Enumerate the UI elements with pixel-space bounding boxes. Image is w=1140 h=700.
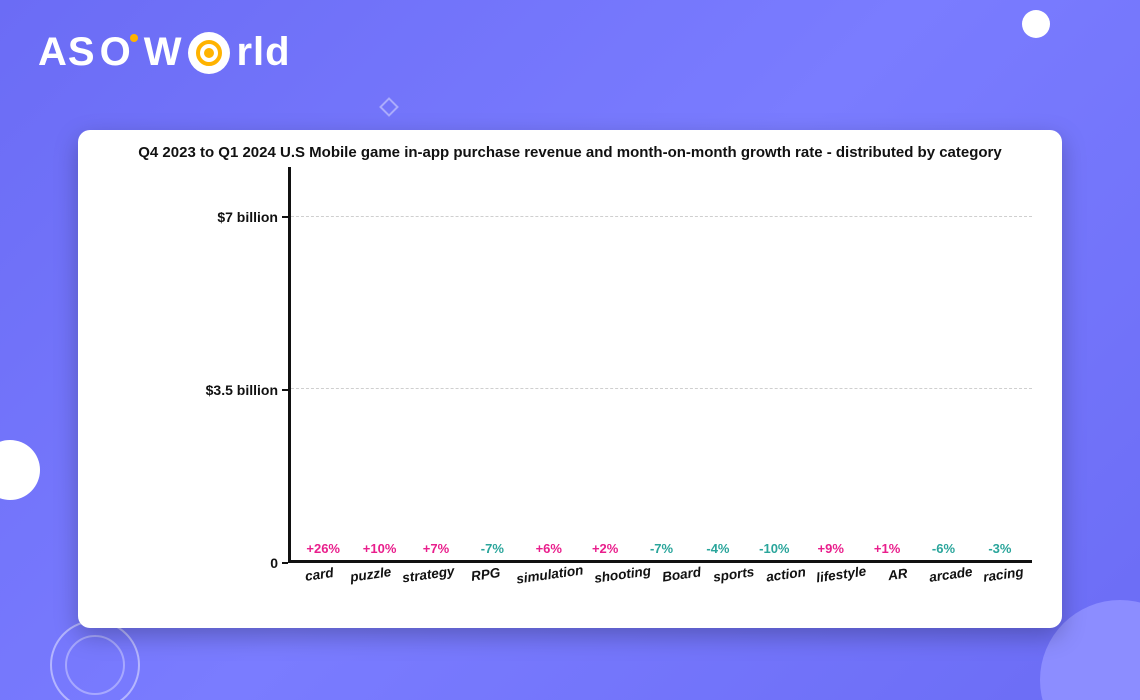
bar-slot: -6% <box>920 541 966 560</box>
bar-slot: +1% <box>864 541 910 560</box>
y-tick-label: 0 <box>270 555 278 571</box>
plot: +26% +10% +7% -7% +6% +2% -7% -4% -10% +9% +1% -6% -… <box>288 167 1032 563</box>
growth-label: +6% <box>536 541 562 556</box>
bar-slot: +10% <box>356 541 402 560</box>
growth-label: -4% <box>706 541 729 556</box>
bar-slot: +9% <box>808 541 854 560</box>
plot-area: 0 $3.5 billion $7 billion +26% +10% +7% -7% +6… <box>98 167 1042 603</box>
growth-label: +10% <box>363 541 397 556</box>
chart-title: Q4 2023 to Q1 2024 U.S Mobile game in-ap… <box>98 144 1042 161</box>
bar-slot: +7% <box>413 541 459 560</box>
x-tick-label: card <box>304 565 334 584</box>
growth-label: -7% <box>650 541 673 556</box>
brand-logo: AS O W rld <box>38 30 291 75</box>
decor-circle-outline <box>65 635 125 695</box>
bar-slot: +2% <box>582 541 628 560</box>
x-tick-label: strategy <box>401 563 455 585</box>
bar-slot: +26% <box>300 541 346 560</box>
growth-label: +2% <box>592 541 618 556</box>
y-axis: 0$3.5 billion$7 billion <box>98 167 288 563</box>
growth-label: -7% <box>481 541 504 556</box>
growth-label: -10% <box>759 541 789 556</box>
x-tick-label: shooting <box>593 563 652 586</box>
target-icon <box>188 32 230 74</box>
growth-label: -6% <box>932 541 955 556</box>
growth-label: +1% <box>874 541 900 556</box>
growth-label: +7% <box>423 541 449 556</box>
growth-label: +9% <box>818 541 844 556</box>
brand-text-part: W <box>144 30 183 75</box>
growth-label: +26% <box>306 541 340 556</box>
x-tick-label: simulation <box>516 562 585 586</box>
bar-slot: -4% <box>695 541 741 560</box>
bar-slot: -3% <box>977 541 1023 560</box>
bar-slot: -7% <box>638 541 684 560</box>
brand-text-part: AS <box>38 30 96 75</box>
x-tick-label: sports <box>712 564 755 585</box>
x-tick-label: lifestyle <box>816 564 868 586</box>
x-tick-label: Board <box>661 564 702 584</box>
bar-slot: -7% <box>469 541 515 560</box>
chart-panel: Q4 2023 to Q1 2024 U.S Mobile game in-ap… <box>78 130 1062 628</box>
x-axis-labels: card puzzle strategy RPG simulation shooting B… <box>288 563 1032 603</box>
bar-slot: +6% <box>526 541 572 560</box>
growth-label: -3% <box>988 541 1011 556</box>
y-tick-label: $3.5 billion <box>206 382 278 398</box>
gridline <box>291 216 1032 217</box>
bar-slot: -10% <box>751 541 797 560</box>
x-tick-label: puzzle <box>349 564 392 585</box>
brand-text-part: rld <box>236 30 290 75</box>
y-tick-label: $7 billion <box>217 209 278 225</box>
x-tick-label: arcade <box>928 564 973 585</box>
x-tick-label: racing <box>982 564 1024 584</box>
x-tick-label: AR <box>887 566 908 584</box>
x-tick-label: action <box>765 564 806 584</box>
x-tick-label: RPG <box>470 565 501 584</box>
gridline <box>291 388 1032 389</box>
